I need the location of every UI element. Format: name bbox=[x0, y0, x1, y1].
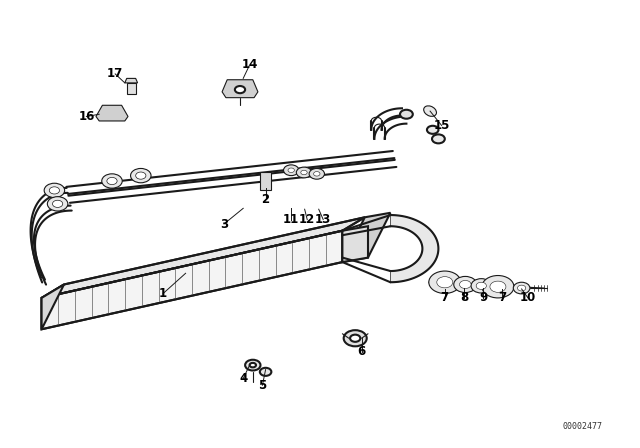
Text: 1: 1 bbox=[159, 287, 167, 300]
Text: 10: 10 bbox=[520, 291, 536, 305]
Ellipse shape bbox=[471, 279, 492, 293]
Text: 12: 12 bbox=[299, 213, 316, 226]
Polygon shape bbox=[42, 284, 64, 329]
Text: 2: 2 bbox=[262, 193, 269, 206]
Circle shape bbox=[245, 360, 260, 370]
Text: 6: 6 bbox=[358, 345, 365, 358]
Ellipse shape bbox=[513, 282, 530, 294]
Text: 5: 5 bbox=[259, 379, 266, 392]
Circle shape bbox=[296, 167, 312, 178]
Polygon shape bbox=[222, 80, 258, 98]
Polygon shape bbox=[390, 215, 438, 282]
Text: 11: 11 bbox=[283, 213, 300, 226]
Ellipse shape bbox=[436, 276, 453, 288]
Circle shape bbox=[107, 177, 117, 185]
Text: 14: 14 bbox=[241, 58, 258, 72]
Circle shape bbox=[131, 168, 151, 183]
Polygon shape bbox=[260, 172, 271, 190]
Circle shape bbox=[344, 330, 367, 346]
Ellipse shape bbox=[476, 282, 486, 289]
Circle shape bbox=[52, 200, 63, 207]
Text: 17: 17 bbox=[107, 67, 124, 81]
Circle shape bbox=[47, 197, 68, 211]
Text: 3: 3 bbox=[220, 217, 228, 231]
Text: 7: 7 bbox=[499, 291, 506, 305]
Circle shape bbox=[44, 183, 65, 198]
Text: 9: 9 bbox=[479, 291, 487, 305]
Circle shape bbox=[102, 174, 122, 188]
Text: 00002477: 00002477 bbox=[563, 422, 602, 431]
Ellipse shape bbox=[490, 281, 506, 293]
Circle shape bbox=[400, 110, 413, 119]
Circle shape bbox=[136, 172, 146, 179]
Text: 16: 16 bbox=[78, 110, 95, 123]
Ellipse shape bbox=[517, 285, 525, 291]
Text: 15: 15 bbox=[433, 119, 450, 132]
Circle shape bbox=[260, 368, 271, 376]
Polygon shape bbox=[125, 78, 138, 83]
Circle shape bbox=[309, 168, 324, 179]
Polygon shape bbox=[42, 231, 342, 329]
Circle shape bbox=[235, 86, 245, 93]
Ellipse shape bbox=[482, 276, 514, 298]
Circle shape bbox=[427, 126, 438, 134]
Polygon shape bbox=[96, 105, 128, 121]
Ellipse shape bbox=[460, 280, 471, 289]
Circle shape bbox=[301, 170, 307, 175]
Polygon shape bbox=[342, 213, 390, 262]
Circle shape bbox=[284, 165, 299, 176]
Circle shape bbox=[432, 134, 445, 143]
Text: 4: 4 bbox=[239, 372, 247, 385]
Polygon shape bbox=[342, 226, 368, 262]
Text: 7: 7 bbox=[441, 291, 449, 305]
Circle shape bbox=[288, 168, 294, 172]
Ellipse shape bbox=[429, 271, 461, 293]
Ellipse shape bbox=[454, 276, 477, 293]
Polygon shape bbox=[42, 217, 365, 298]
Text: 8: 8 bbox=[460, 291, 468, 305]
Polygon shape bbox=[127, 83, 136, 94]
Text: 13: 13 bbox=[315, 213, 332, 226]
Circle shape bbox=[49, 187, 60, 194]
Ellipse shape bbox=[424, 106, 436, 116]
Circle shape bbox=[350, 335, 360, 342]
Circle shape bbox=[250, 363, 256, 367]
Circle shape bbox=[314, 172, 320, 176]
